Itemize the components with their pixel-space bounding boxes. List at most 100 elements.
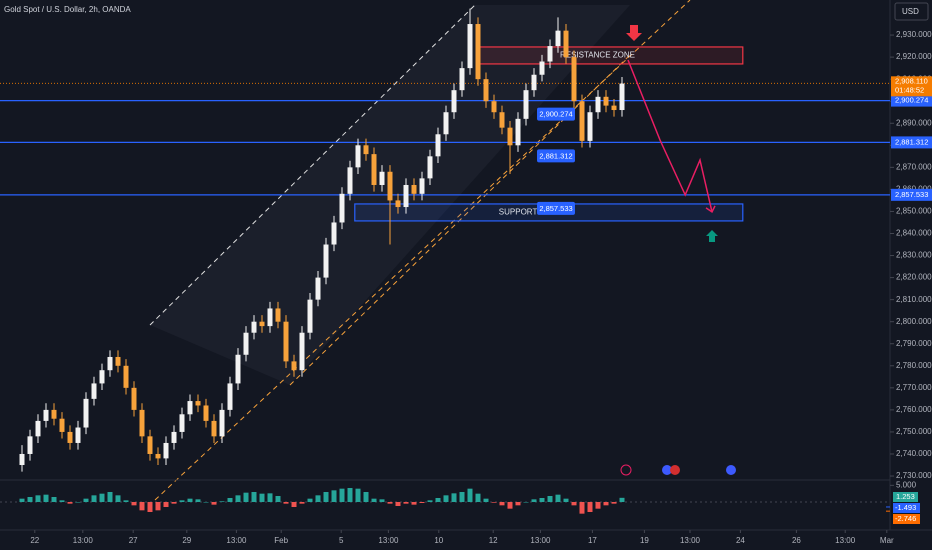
candle-body [171, 431, 177, 443]
x-tick-label: 12 [489, 536, 498, 545]
histogram-bar [187, 498, 193, 502]
indicator-tick-label: 5.000 [896, 480, 917, 489]
histogram-bar [259, 493, 265, 502]
axis-level-badge [891, 94, 932, 107]
candle-body [531, 74, 537, 91]
x-tick-label: Feb [274, 536, 288, 545]
axis-level-badge [891, 136, 932, 149]
candle-body [347, 167, 353, 194]
histogram-bar [195, 499, 201, 502]
histogram-bar [555, 494, 561, 502]
histogram-bar [27, 497, 33, 502]
candle-body [219, 409, 225, 437]
x-tick-label: 24 [736, 536, 745, 545]
x-tick-label: 17 [588, 536, 597, 545]
candle-body [75, 427, 81, 443]
histogram-bar [347, 488, 353, 502]
event-icon[interactable] [726, 465, 736, 475]
candle-body [563, 30, 569, 58]
candle-body [555, 30, 561, 47]
candle-body [379, 171, 385, 185]
histogram-bar [419, 502, 425, 503]
histogram-bar [467, 488, 473, 502]
countdown: 01:48:52 [895, 85, 924, 94]
histogram-bar [523, 502, 529, 503]
candle-body [587, 112, 593, 141]
currency-box[interactable] [894, 2, 929, 21]
histogram-bar [155, 502, 161, 511]
candle-body [283, 321, 289, 362]
event-icon[interactable] [620, 464, 632, 476]
histogram-bar [507, 502, 513, 509]
candle-body [179, 414, 185, 432]
candle-body [411, 184, 417, 194]
histogram-bar [611, 502, 617, 504]
axis-level-badge [891, 188, 932, 201]
y-tick-label: 2,930.000 [896, 30, 932, 39]
x-tick-label: 26 [792, 536, 801, 545]
y-tick-label: 2,810.000 [896, 295, 932, 304]
histogram-bar [355, 488, 361, 502]
x-tick-label: 29 [182, 536, 191, 545]
current-price-badge [891, 76, 932, 97]
event-icon[interactable] [670, 465, 680, 475]
y-tick-label: 2,890.000 [896, 118, 932, 127]
up-arrow [706, 230, 718, 242]
current-price-label: 2,908.110 [895, 76, 928, 85]
histogram-bar [371, 498, 377, 502]
level-badge [537, 201, 575, 215]
candle-body [571, 57, 577, 102]
candle-body [291, 361, 297, 371]
candle-body [147, 436, 153, 454]
histogram-bar [323, 492, 329, 502]
candle-body [131, 387, 137, 410]
candle-body [115, 356, 121, 366]
currency[interactable]: USD [902, 7, 919, 16]
y-tick-label: 2,800.000 [896, 317, 932, 326]
histogram-bar [539, 498, 545, 502]
histogram-bar [483, 498, 489, 502]
y-tick-label: 2,830.000 [896, 251, 932, 260]
y-tick-label: 2,850.000 [896, 207, 932, 216]
x-tick-label: 19 [640, 536, 649, 545]
histogram-bar [619, 497, 625, 502]
projection-arrowhead [705, 205, 716, 213]
histogram-bar [267, 493, 273, 502]
candle-body [467, 24, 473, 69]
candle-body [363, 145, 369, 155]
x-tick-label: 27 [129, 536, 138, 545]
histogram-bar [427, 500, 433, 502]
candle-body [491, 101, 497, 113]
candle-body [307, 299, 313, 333]
y-tick-label: 2,750.000 [896, 427, 932, 436]
histogram-bar [443, 495, 449, 502]
indicator-line-badge [893, 503, 920, 513]
event-icon[interactable] [662, 465, 672, 475]
candle-body [579, 101, 585, 141]
down-arrow [626, 25, 642, 41]
histogram-bar [459, 492, 465, 502]
y-tick-label: 2,870.000 [896, 162, 932, 171]
candle-body [27, 436, 33, 454]
histogram-bar [403, 502, 409, 504]
candle-body [139, 409, 145, 437]
candle-body [51, 409, 57, 419]
x-tick-label: 5 [339, 536, 344, 545]
histogram-bar [91, 495, 97, 502]
candle-body [243, 332, 249, 355]
y-tick-label: 2,730.000 [896, 471, 932, 480]
candle-body [203, 405, 209, 421]
histogram-bar [435, 498, 441, 502]
zone-label: RESISTANCE ZONE [560, 51, 635, 60]
histogram-bar [227, 498, 233, 502]
histogram-bar [387, 502, 393, 504]
candle-body [483, 79, 489, 102]
axis-level-label: 2,857.533 [895, 190, 928, 199]
candle-body [427, 156, 433, 179]
chart-title: Gold Spot / U.S. Dollar, 2h, OANDA [4, 5, 131, 14]
x-tick-label: 13:00 [680, 536, 701, 545]
level-label: 2,881.312 [539, 151, 572, 160]
candle-body [371, 154, 377, 185]
candle-body [315, 277, 321, 300]
candle-body [539, 61, 545, 75]
